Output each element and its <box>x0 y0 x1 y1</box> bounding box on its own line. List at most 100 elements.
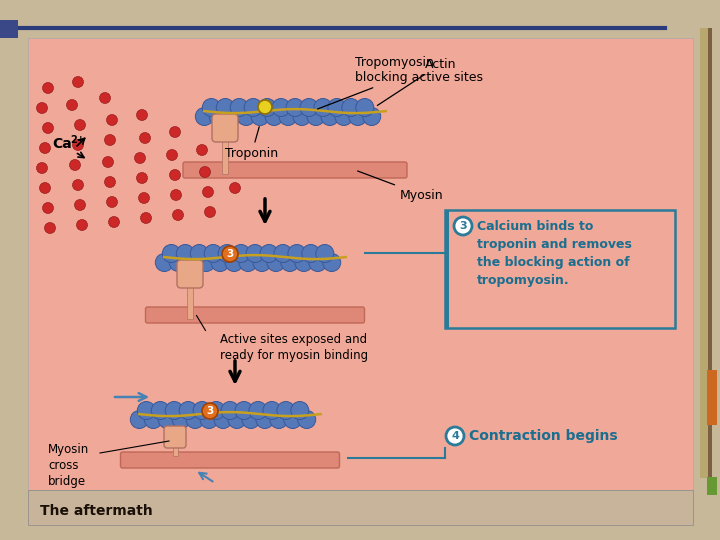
Circle shape <box>263 402 281 420</box>
Circle shape <box>40 183 50 193</box>
Circle shape <box>73 179 84 191</box>
Circle shape <box>302 245 320 262</box>
Circle shape <box>104 177 115 187</box>
Circle shape <box>137 110 148 120</box>
Circle shape <box>239 253 257 272</box>
Circle shape <box>279 107 297 125</box>
Text: Myosin
cross
bridge: Myosin cross bridge <box>48 443 89 488</box>
Circle shape <box>169 126 181 138</box>
Bar <box>173 445 178 456</box>
Circle shape <box>195 107 213 125</box>
Circle shape <box>342 98 360 117</box>
Circle shape <box>211 253 229 272</box>
Circle shape <box>37 103 48 113</box>
Circle shape <box>42 83 53 93</box>
FancyBboxPatch shape <box>164 426 186 448</box>
Text: Troponin: Troponin <box>225 127 278 160</box>
Circle shape <box>228 410 246 429</box>
Bar <box>28 38 693 490</box>
Circle shape <box>193 402 211 420</box>
Circle shape <box>74 119 86 131</box>
Circle shape <box>183 253 201 272</box>
Bar <box>707 477 717 495</box>
Circle shape <box>190 245 208 262</box>
Circle shape <box>210 107 228 125</box>
Text: 3: 3 <box>226 249 233 259</box>
Circle shape <box>166 150 178 160</box>
Circle shape <box>140 213 151 224</box>
Circle shape <box>284 410 302 429</box>
Circle shape <box>73 139 84 151</box>
Circle shape <box>293 107 311 125</box>
Text: Active sites exposed and
ready for myosin binding: Active sites exposed and ready for myosi… <box>220 333 368 362</box>
Circle shape <box>260 245 278 262</box>
Circle shape <box>230 98 248 117</box>
Bar <box>187 284 193 319</box>
Circle shape <box>169 253 187 272</box>
Circle shape <box>109 217 120 227</box>
Circle shape <box>253 253 271 272</box>
Circle shape <box>140 132 150 144</box>
Text: Calcium binds to
troponin and removes
the blocking action of
tropomyosin.: Calcium binds to troponin and removes th… <box>477 220 632 287</box>
Circle shape <box>316 245 334 262</box>
Circle shape <box>237 107 255 125</box>
Circle shape <box>267 253 285 272</box>
Circle shape <box>171 190 181 200</box>
Circle shape <box>291 402 309 420</box>
Circle shape <box>200 410 218 429</box>
Text: Tropomyosin
blocking active sites: Tropomyosin blocking active sites <box>318 56 483 109</box>
Circle shape <box>135 152 145 164</box>
Circle shape <box>70 159 81 171</box>
Circle shape <box>204 206 215 218</box>
Circle shape <box>258 100 272 114</box>
Circle shape <box>45 222 55 233</box>
Circle shape <box>138 192 150 204</box>
Bar <box>0 20 18 38</box>
Bar <box>707 370 717 425</box>
Circle shape <box>221 402 239 420</box>
Circle shape <box>138 402 156 420</box>
Text: Contraction begins: Contraction begins <box>469 429 618 443</box>
Circle shape <box>246 245 264 262</box>
Circle shape <box>298 410 316 429</box>
Circle shape <box>294 253 312 272</box>
Circle shape <box>104 134 115 145</box>
Circle shape <box>446 427 464 445</box>
Circle shape <box>66 99 78 111</box>
Circle shape <box>207 402 225 420</box>
Circle shape <box>225 253 243 272</box>
Circle shape <box>249 402 267 420</box>
Circle shape <box>42 123 53 133</box>
Circle shape <box>102 157 114 167</box>
Circle shape <box>144 410 162 429</box>
Circle shape <box>314 98 332 117</box>
Text: 3: 3 <box>207 406 214 416</box>
Circle shape <box>214 410 232 429</box>
Circle shape <box>328 98 346 117</box>
Bar <box>222 138 228 174</box>
Circle shape <box>272 98 290 117</box>
Circle shape <box>270 410 288 429</box>
Circle shape <box>307 107 325 125</box>
Bar <box>700 28 708 478</box>
Circle shape <box>42 202 53 213</box>
Circle shape <box>244 98 262 117</box>
Circle shape <box>162 245 180 262</box>
FancyBboxPatch shape <box>177 260 203 288</box>
Circle shape <box>166 402 184 420</box>
Circle shape <box>321 107 339 125</box>
Circle shape <box>348 107 366 125</box>
FancyBboxPatch shape <box>120 452 340 468</box>
Text: Actin: Actin <box>377 57 456 105</box>
Circle shape <box>204 245 222 262</box>
Circle shape <box>454 217 472 235</box>
Circle shape <box>197 145 207 156</box>
Circle shape <box>107 197 117 207</box>
Text: 2+: 2+ <box>70 135 85 145</box>
Bar <box>445 210 675 328</box>
Circle shape <box>197 253 215 272</box>
Circle shape <box>281 253 299 272</box>
Bar <box>708 28 712 478</box>
Circle shape <box>335 107 353 125</box>
Circle shape <box>107 114 117 125</box>
